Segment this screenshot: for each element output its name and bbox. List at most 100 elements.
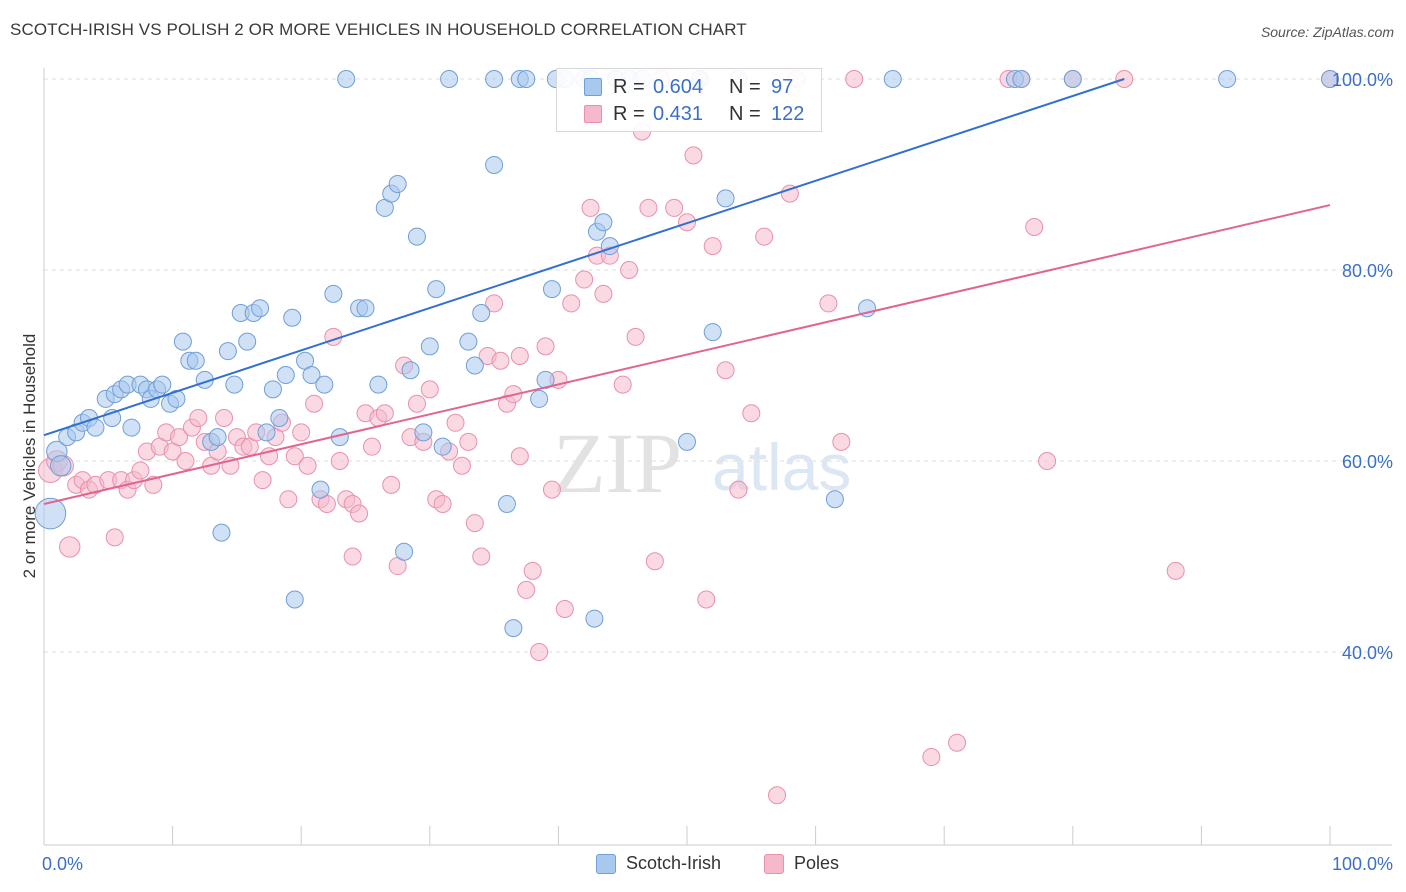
poles-point bbox=[645, 552, 664, 571]
y-tick-label: 80.0% bbox=[1342, 261, 1393, 281]
bottom-legend-label: Scotch-Irish bbox=[626, 853, 722, 873]
poles-point bbox=[510, 346, 529, 365]
bottom-legend-label: Poles bbox=[794, 853, 840, 873]
scotch-irish-point bbox=[218, 342, 237, 361]
scotch-irish-point bbox=[122, 418, 141, 437]
bottom-legend-swatch-blue bbox=[596, 854, 616, 874]
poles-point bbox=[562, 294, 581, 313]
poles-point bbox=[420, 380, 439, 399]
poles-point bbox=[452, 456, 471, 475]
scotch-irish-point bbox=[337, 70, 356, 88]
poles-point bbox=[755, 227, 774, 246]
trend-line-scotch-irish bbox=[43, 78, 1125, 437]
scotch-irish-point bbox=[356, 299, 375, 318]
poles-point bbox=[491, 351, 510, 370]
poles-point bbox=[581, 198, 600, 217]
trend-line-poles bbox=[43, 204, 1331, 505]
poles-point bbox=[510, 447, 529, 466]
poles-point bbox=[742, 404, 761, 423]
x-tick-label: 0.0% bbox=[42, 854, 83, 874]
stats-legend: R = 0.604 N = 97 R = 0.431 N = 122 bbox=[556, 68, 822, 132]
poles-point bbox=[59, 536, 81, 558]
scotch-irish-point bbox=[883, 70, 902, 88]
scotch-irish-point bbox=[485, 70, 504, 88]
scotch-irish-point bbox=[276, 366, 295, 385]
bottom-legend-swatch-pink bbox=[764, 854, 784, 874]
poles-point bbox=[433, 494, 452, 513]
poles-point bbox=[845, 70, 864, 88]
poles-point bbox=[716, 361, 735, 380]
legend-r-value: 0.604 bbox=[653, 75, 704, 98]
poles-point bbox=[292, 423, 311, 442]
poles-point bbox=[472, 547, 491, 566]
scotch-irish-point bbox=[270, 409, 289, 428]
poles-point bbox=[298, 456, 317, 475]
scotch-irish-point bbox=[186, 351, 205, 370]
scotch-irish-point bbox=[407, 227, 426, 246]
y-tick-label: 100.0% bbox=[1332, 70, 1393, 90]
scotch-irish-point bbox=[369, 375, 388, 394]
scotch-irish-point bbox=[395, 542, 414, 561]
poles-point bbox=[144, 475, 163, 494]
poles-point bbox=[285, 447, 304, 466]
scotch-irish-point bbox=[225, 375, 244, 394]
poles-point bbox=[555, 600, 574, 619]
scotch-irish-point bbox=[703, 323, 722, 342]
scotch-irish-point bbox=[465, 356, 484, 375]
scotch-irish-point bbox=[497, 494, 516, 513]
scotch-irish-point bbox=[1063, 70, 1082, 88]
poles-point bbox=[362, 437, 381, 456]
scotch-irish-point bbox=[517, 70, 536, 88]
poles-point bbox=[1166, 561, 1185, 580]
scotch-irish-point bbox=[716, 189, 735, 208]
scotch-irish-point bbox=[427, 280, 446, 299]
scotch-irish-point bbox=[251, 299, 270, 318]
legend-r-label: R = bbox=[613, 102, 645, 125]
poles-point bbox=[189, 409, 208, 428]
scotch-irish-point bbox=[257, 423, 276, 442]
poles-point bbox=[620, 261, 639, 279]
y-tick-label: 60.0% bbox=[1342, 452, 1393, 472]
watermark-zip: ZIP bbox=[553, 415, 682, 511]
scotch-irish-point bbox=[86, 418, 105, 437]
legend-r-value: 0.431 bbox=[653, 102, 704, 125]
poles-point bbox=[517, 580, 536, 599]
poles-point bbox=[665, 198, 684, 217]
poles-point bbox=[594, 284, 613, 303]
legend-n-label: N = bbox=[729, 102, 761, 125]
poles-point bbox=[407, 394, 426, 413]
scotch-irish-point bbox=[585, 609, 604, 628]
poles-point bbox=[459, 432, 478, 451]
scotch-irish-point bbox=[324, 284, 343, 303]
poles-point bbox=[542, 480, 561, 499]
scotch-irish-point bbox=[594, 213, 613, 232]
scotch-irish-point bbox=[1012, 70, 1031, 88]
scotch-irish-point bbox=[315, 375, 334, 394]
watermark: ZIP atlas bbox=[553, 415, 851, 511]
legend-r-label: R = bbox=[613, 75, 645, 98]
scotch-irish-point bbox=[208, 428, 227, 447]
scotch-irish-point bbox=[283, 308, 302, 327]
scotch-irish-point bbox=[504, 619, 523, 638]
poles-point bbox=[536, 337, 555, 356]
poles-point bbox=[819, 294, 838, 313]
poles-point bbox=[639, 198, 658, 217]
poles-point bbox=[1025, 218, 1044, 237]
scotch-irish-point bbox=[401, 361, 420, 380]
poles-point bbox=[530, 643, 549, 661]
poles-point bbox=[330, 452, 349, 470]
poles-point bbox=[446, 413, 465, 432]
poles-point bbox=[626, 327, 645, 346]
poles-point bbox=[780, 184, 799, 203]
scotch-irish-point bbox=[1321, 70, 1339, 88]
scotch-irish-point bbox=[825, 490, 844, 509]
poles-point bbox=[131, 461, 150, 480]
poles-point bbox=[253, 471, 272, 490]
poles-point bbox=[948, 733, 967, 752]
scotch-irish-point bbox=[167, 389, 186, 408]
poles-point bbox=[279, 490, 298, 509]
poles-point bbox=[729, 480, 748, 499]
scotch-irish-point bbox=[212, 523, 231, 542]
poles-point bbox=[465, 514, 484, 533]
